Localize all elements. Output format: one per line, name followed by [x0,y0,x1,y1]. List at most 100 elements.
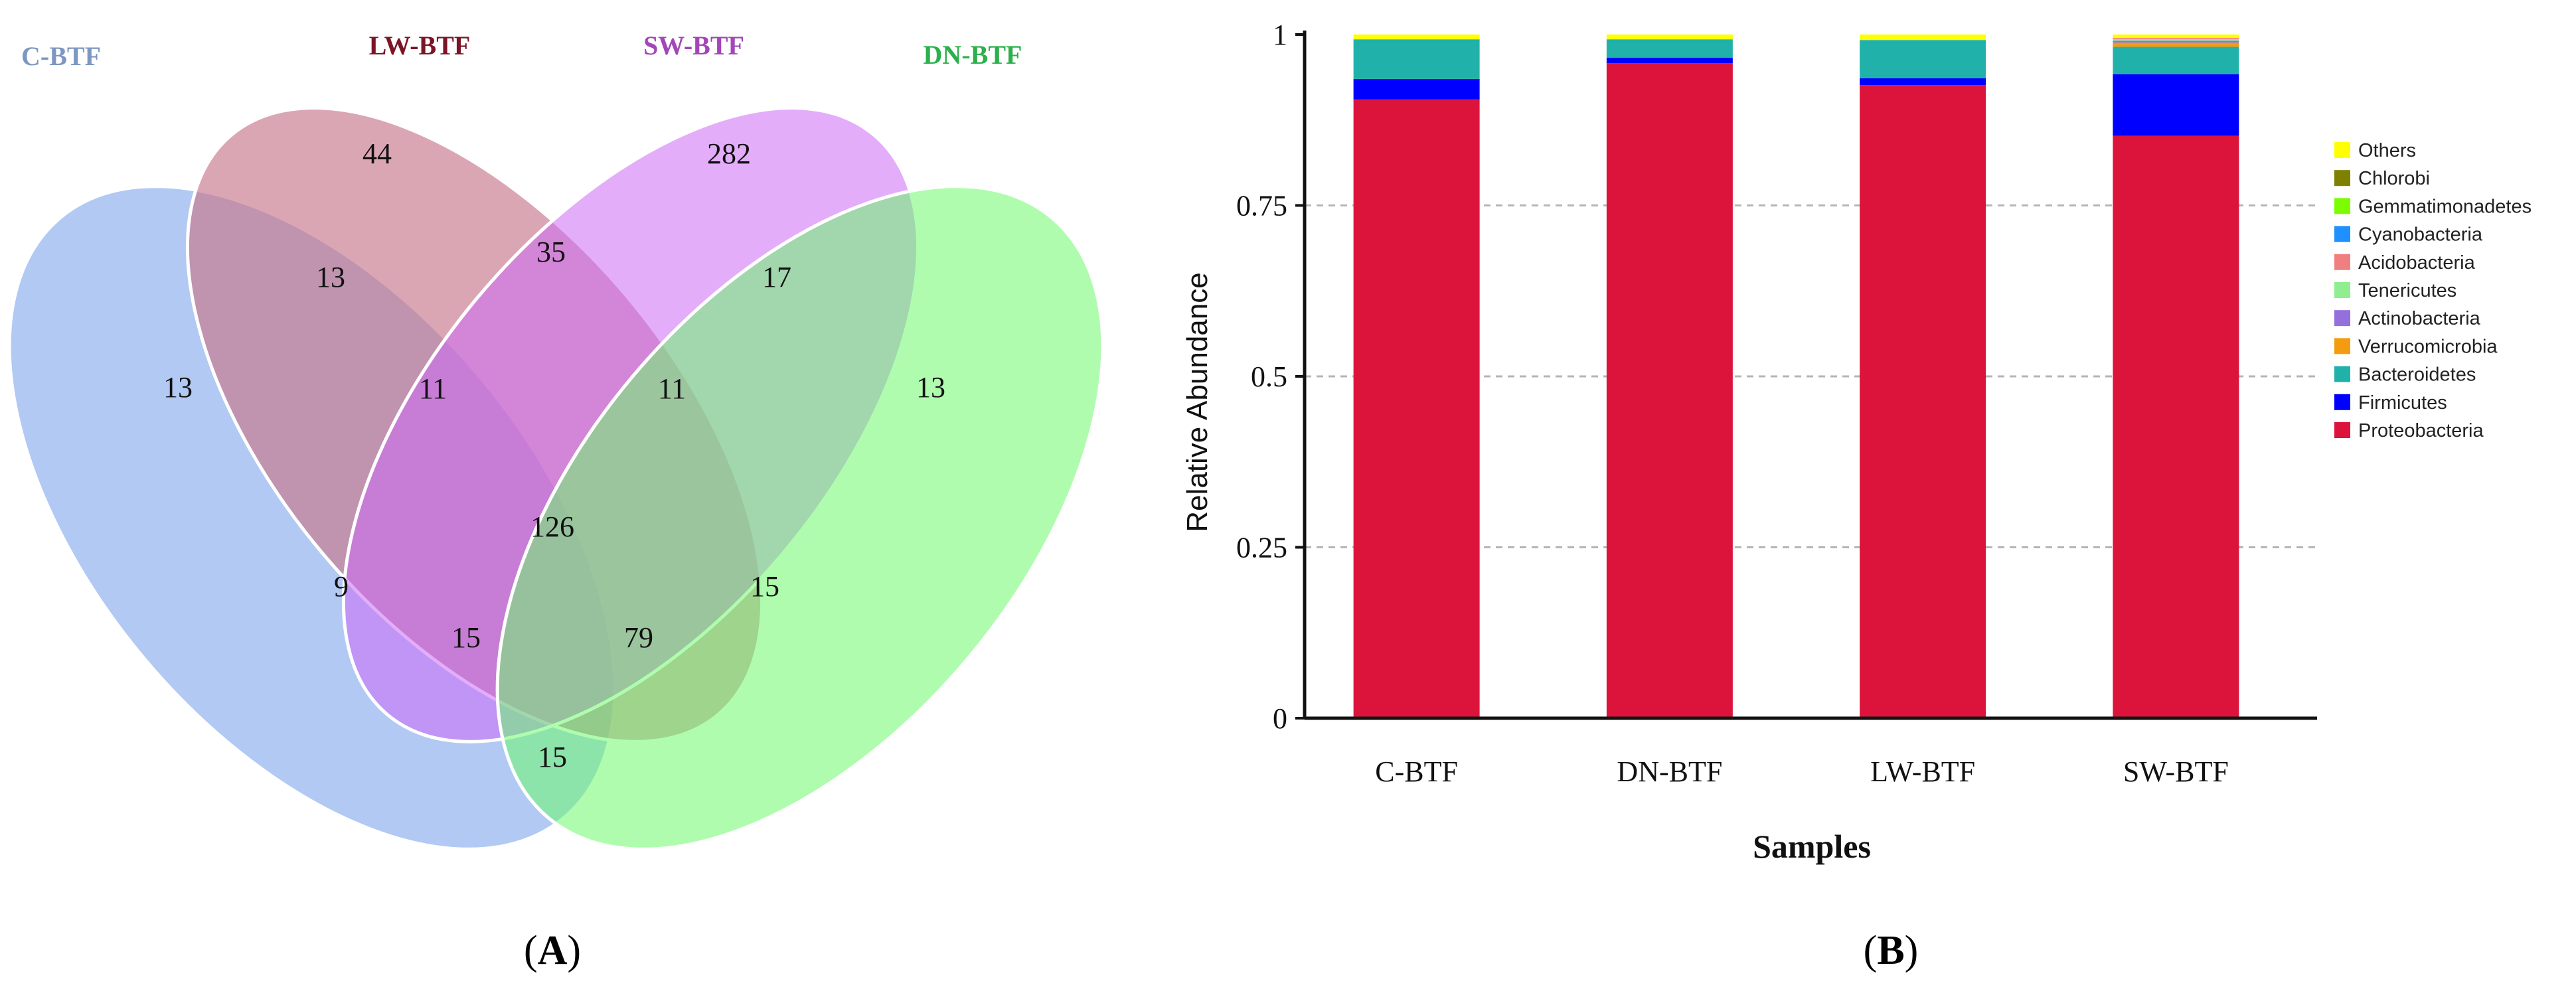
venn-title-dn-btf: DN-BTF [924,40,1022,70]
y-tick-label: 0 [1273,702,1287,735]
legend-item-firmicutes: Firmicutes [2334,392,2447,414]
bar-segment-others [2113,35,2239,38]
legend-label: Firmicutes [2358,392,2447,414]
bar-segment-proteobacteria [1860,85,1986,719]
bar-segment-proteobacteria [2113,135,2239,718]
venn-count-c-sw: 9 [334,570,349,603]
bar-segment-others [1860,35,1986,40]
x-tick-label: LW-BTF [1870,755,1975,788]
legend-swatch [2334,170,2350,187]
venn-title-sw-btf: SW-BTF [643,31,744,60]
bar-segment-firmicutes [1860,78,1986,86]
venn-title-c-btf: C-BTF [21,41,101,71]
legend-item-bacteroidetes: Bacteroidetes [2334,364,2476,386]
legend-swatch [2334,338,2350,354]
bar-segment-tenericutes [2113,39,2239,41]
venn-count-sw-dn: 17 [762,261,791,293]
bar-stack-lw-btf [1860,35,1986,719]
venn-count-c-lw-dn: 79 [624,621,653,654]
legend-label: Bacteroidetes [2358,364,2476,386]
y-ticks: 0 0.25 0.5 0.75 1 [1236,19,1305,735]
bar-segment-proteobacteria [1353,99,1480,719]
axes [1303,31,2317,720]
venn-set-dn-btf [495,185,1105,851]
venn-count-dn-only: 13 [916,371,945,404]
x-axis-title: Samples [1753,828,1871,865]
legend: Others Chlorobi Gemmatimonadetes Cyanobacte… [2334,140,2532,441]
legend-label: Verrucomicrobia [2358,336,2498,357]
venn-diagram: C-BTF LW-BTF SW-BTF DN-BTF 44 282 13 35 … [7,31,1105,851]
y-tick-label: 0.75 [1236,190,1287,222]
bar-segment-bacteroidetes [1860,40,1986,78]
y-tick-label: 1 [1273,19,1287,51]
venn-count-c-sw-dn: 15 [451,621,481,654]
legend-item-acidobacteria: Acidobacteria [2334,252,2476,273]
venn-count-c-dn: 15 [538,741,567,773]
legend-item-proteobacteria: Proteobacteria [2334,420,2484,441]
venn-count-c-lw-sw: 11 [419,372,447,405]
legend-item-tenericutes: Tenericutes [2334,280,2456,301]
venn-count-lw-dn: 15 [750,570,779,603]
legend-label: Acidobacteria [2358,252,2476,273]
legend-swatch [2334,142,2350,158]
venn-count-all: 126 [530,510,574,543]
legend-swatch [2334,198,2350,214]
legend-swatch [2334,366,2350,382]
y-tick-label: 0.5 [1251,360,1287,393]
legend-label: Others [2358,140,2416,161]
legend-label: Gemmatimonadetes [2358,196,2532,217]
bar-segment-verrucomicrobia [2113,42,2239,47]
bar-segment-bacteroidetes [2113,46,2239,74]
bar-segment-others [1353,35,1480,40]
legend-item-cyanobacteria: Cyanobacteria [2334,224,2483,246]
panel-a-label: (A) [524,928,581,973]
bar-segment-acidobacteria [2113,38,2239,40]
y-tick-label: 0.25 [1236,532,1287,564]
x-ticks: C-BTF DN-BTF LW-BTF SW-BTF [1375,755,2229,788]
y-axis-title: Relative Abundance [1181,272,1214,532]
venn-title-lw-btf: LW-BTF [369,31,471,60]
legend-item-gemmatimonadetes: Gemmatimonadetes [2334,196,2532,217]
legend-swatch [2334,254,2350,270]
bar-segment-others [1606,35,1733,40]
legend-swatch [2334,226,2350,242]
legend-swatch [2334,310,2350,327]
bar-segment-firmicutes [1606,58,1733,64]
venn-count-c-only: 13 [163,371,193,404]
bar-segment-actinobacteria [2113,40,2239,43]
venn-count-lw-only: 44 [362,137,392,170]
legend-label: Cyanobacteria [2358,224,2483,246]
legend-item-verrucomicrobia: Verrucomicrobia [2334,336,2498,357]
bar-segment-firmicutes [2113,74,2239,136]
bar-segment-firmicutes [1353,78,1480,100]
venn-count-lw-sw: 35 [536,236,566,268]
bar-stack-sw-btf [2113,35,2239,718]
legend-label: Proteobacteria [2358,420,2484,441]
x-tick-label: SW-BTF [2123,755,2229,788]
legend-swatch [2334,394,2350,410]
venn-count-sw-only: 282 [707,137,751,170]
panel-b-letter: B [1877,928,1904,973]
bar-segment-proteobacteria [1606,63,1733,718]
bars [1353,35,2239,719]
stacked-bar-chart: 0 0.25 0.5 0.75 1 C-BTF DN-BTF LW-BTF SW-BTF Re… [1181,19,2532,865]
legend-label: Actinobacteria [2358,308,2481,329]
x-tick-label: DN-BTF [1617,755,1722,788]
bar-stack-dn-btf [1606,35,1733,718]
legend-label: Tenericutes [2358,280,2456,301]
bar-stack-c-btf [1353,35,1480,719]
legend-item-others: Others [2334,140,2416,161]
bar-segment-bacteroidetes [1353,39,1480,79]
legend-swatch [2334,282,2350,298]
venn-count-c-lw: 13 [316,261,345,293]
legend-label: Chlorobi [2358,168,2430,189]
venn-count-lw-sw-dn: 11 [658,372,686,405]
legend-swatch [2334,422,2350,438]
panel-a-letter: A [538,928,568,973]
x-tick-label: C-BTF [1375,755,1458,788]
legend-item-chlorobi: Chlorobi [2334,168,2430,189]
panel-b-label: (B) [1864,928,1919,973]
bar-segment-bacteroidetes [1606,39,1733,58]
legend-item-actinobacteria: Actinobacteria [2334,308,2481,329]
